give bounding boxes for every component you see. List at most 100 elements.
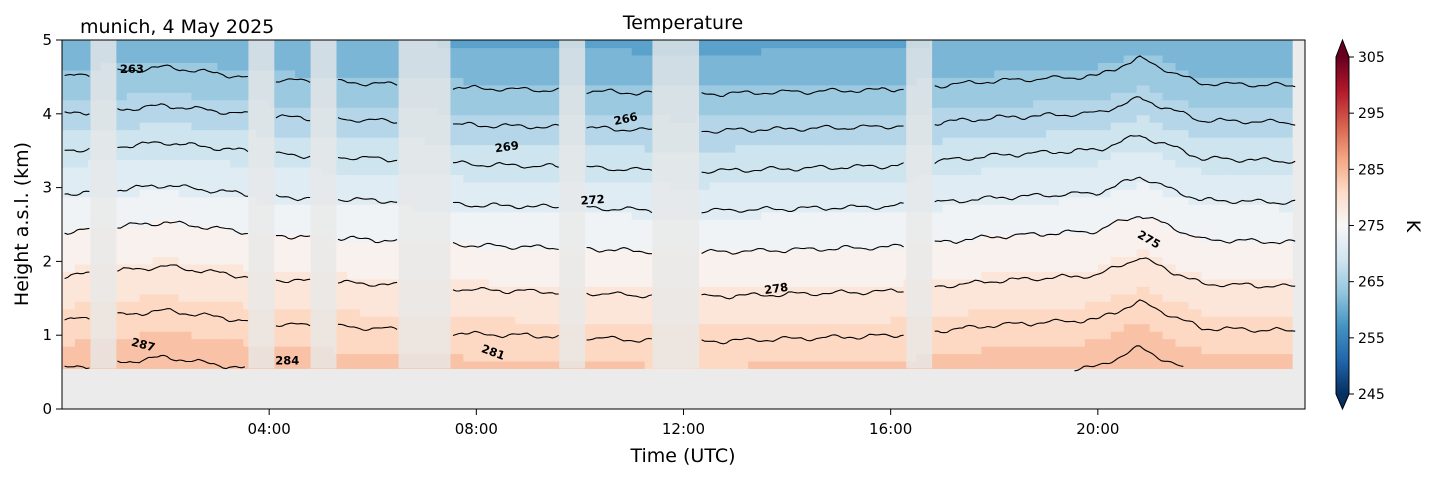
heatmap-cell (696, 69, 710, 78)
heatmap-cell (631, 360, 646, 370)
heatmap-cell (851, 189, 866, 198)
heatmap-cell (787, 137, 801, 146)
heatmap-cell (1214, 151, 1228, 161)
heatmap-cell (463, 129, 477, 138)
heatmap-cell (825, 271, 840, 280)
heatmap-cell (709, 77, 723, 86)
heatmap-cell (1046, 234, 1060, 243)
heatmap-cell (1084, 129, 1099, 138)
heatmap-cell (1227, 151, 1241, 161)
heatmap-cell (178, 360, 193, 370)
heatmap-cell (269, 40, 283, 49)
heatmap-cell (528, 189, 542, 198)
heatmap-cell (1279, 263, 1293, 272)
heatmap-cell (994, 323, 1008, 332)
heatmap-cell (968, 137, 982, 146)
heatmap-cell (385, 293, 400, 302)
heatmap-cell (942, 174, 957, 183)
heatmap-cell (1136, 174, 1151, 183)
heatmap-cell (735, 204, 749, 213)
heatmap-cell (929, 211, 944, 220)
heatmap-cell (1188, 278, 1203, 287)
heatmap-cell (62, 219, 76, 228)
heatmap-cell (592, 92, 607, 101)
heatmap-cell (1058, 47, 1073, 56)
heatmap-cell (1020, 248, 1034, 258)
heatmap-cell (890, 271, 905, 280)
heatmap-cell (463, 226, 477, 235)
heatmap-cell (890, 338, 905, 347)
heatmap-cell (592, 129, 607, 138)
heatmap-cell (1046, 114, 1060, 123)
heatmap-cell (217, 241, 231, 250)
heatmap-cell (113, 219, 128, 228)
heatmap-cell (1136, 166, 1151, 175)
heatmap-cell (1084, 226, 1099, 235)
heatmap-cell (1266, 62, 1280, 71)
heatmap-cell (1279, 353, 1293, 362)
heatmap-cell (1149, 181, 1164, 190)
heatmap-cell (1007, 301, 1021, 310)
heatmap-cell (541, 166, 555, 175)
heatmap-cell (489, 204, 503, 213)
heatmap-cell (282, 137, 296, 146)
heatmap-cell (825, 316, 840, 325)
heatmap-cell (1033, 323, 1047, 332)
heatmap-cell (359, 308, 374, 317)
heatmap-cell (476, 308, 490, 317)
heatmap-cell (1175, 353, 1190, 362)
heatmap-cell (812, 241, 827, 250)
heatmap-cell (800, 331, 814, 340)
heatmap-cell (748, 174, 762, 183)
heatmap-cell (74, 219, 89, 228)
heatmap-cell (333, 353, 348, 362)
heatmap-cell (1007, 99, 1021, 108)
heatmap-cell (204, 219, 218, 228)
heatmap-cell (1123, 226, 1138, 235)
heatmap-cell (1058, 174, 1073, 183)
heatmap-cell (812, 211, 827, 220)
heatmap-cell (502, 137, 516, 146)
heatmap-cell (1084, 278, 1099, 287)
heatmap-cell (1084, 338, 1099, 347)
heatmap-cell (748, 301, 762, 310)
heatmap-cell (126, 69, 141, 78)
heatmap-cell (1149, 248, 1164, 258)
heatmap-cell (981, 331, 995, 340)
heatmap-cell (825, 129, 840, 138)
heatmap-cell (1279, 256, 1293, 265)
heatmap-cell (929, 144, 944, 153)
heatmap-cell (968, 263, 982, 272)
heatmap-cell (748, 360, 762, 370)
heatmap-cell (631, 196, 646, 205)
heatmap-cell (955, 189, 969, 198)
heatmap-cell (1046, 122, 1060, 131)
heatmap-cell (851, 204, 866, 213)
heatmap-cell (1071, 107, 1086, 116)
heatmap-cell (1227, 360, 1241, 370)
heatmap-cell (191, 84, 206, 93)
heatmap-cell (139, 346, 154, 355)
heatmap-cell (748, 278, 762, 287)
heatmap-cell (230, 122, 244, 131)
heatmap-cell (502, 308, 516, 317)
heatmap-cell (592, 323, 607, 332)
heatmap-cell (981, 226, 995, 235)
heatmap-cell (631, 271, 646, 280)
heatmap-cell (968, 353, 982, 362)
heatmap-cell (994, 308, 1008, 317)
heatmap-cell (191, 316, 206, 325)
heatmap-cell (126, 241, 141, 250)
heatmap-cell (618, 263, 633, 272)
heatmap-cell (618, 316, 633, 325)
heatmap-cell (1033, 248, 1047, 258)
heatmap-cell (295, 226, 309, 235)
heatmap-cell (774, 286, 788, 295)
heatmap-cell (359, 278, 374, 287)
heatmap-cell (1266, 308, 1280, 317)
heatmap-cell (1071, 204, 1086, 213)
heatmap-cell (62, 174, 76, 183)
heatmap-cell (929, 353, 944, 362)
heatmap-cell (942, 204, 957, 213)
heatmap-cell (1033, 166, 1047, 175)
